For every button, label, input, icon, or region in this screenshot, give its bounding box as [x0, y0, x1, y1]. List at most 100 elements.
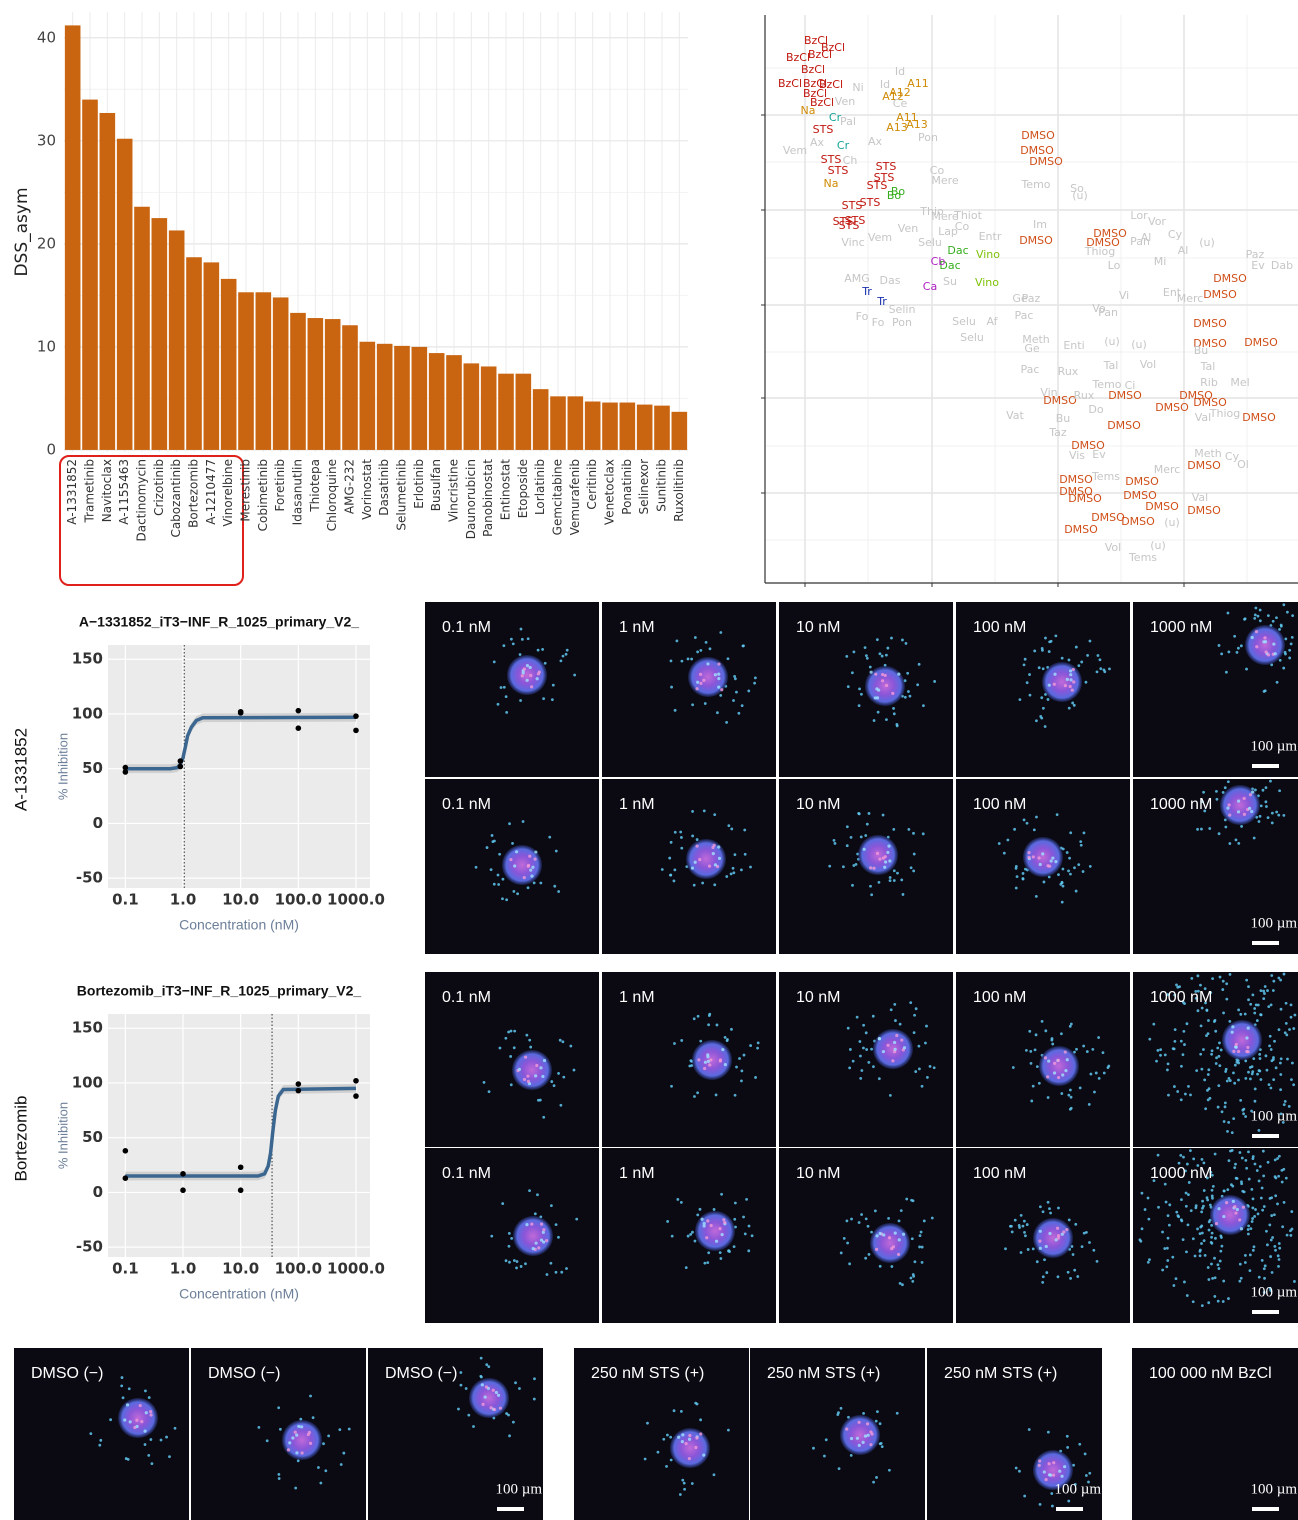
scale-bar	[1252, 941, 1279, 945]
cell	[322, 1442, 325, 1446]
cell	[839, 1406, 843, 1410]
cell	[1054, 860, 1058, 864]
cell	[1228, 1079, 1232, 1082]
cell	[919, 1230, 923, 1234]
cell	[646, 1421, 649, 1425]
cell	[541, 1074, 545, 1079]
cell	[1210, 1262, 1213, 1266]
point-label: Do	[1088, 403, 1103, 416]
cell	[884, 653, 888, 657]
cell	[690, 1482, 694, 1485]
cell	[914, 1007, 918, 1011]
cell	[1261, 1149, 1265, 1153]
cell	[917, 1044, 921, 1048]
cell	[536, 1098, 540, 1102]
cell	[857, 1443, 861, 1447]
point-label: DMSO	[1193, 317, 1227, 330]
cell	[1279, 1112, 1283, 1116]
cell	[1168, 1203, 1172, 1207]
cell	[525, 678, 529, 682]
cell	[690, 657, 694, 661]
x-tick-label: 0.1	[112, 1260, 139, 1278]
cell	[711, 845, 715, 850]
cell	[165, 1435, 168, 1439]
cell	[1052, 682, 1056, 686]
cell	[459, 1383, 463, 1387]
cell	[1216, 1046, 1220, 1050]
bar	[290, 312, 306, 450]
cell	[1251, 1217, 1254, 1220]
cell	[734, 1225, 737, 1229]
cell	[1199, 1024, 1203, 1028]
cell	[845, 654, 849, 658]
cell	[1041, 1275, 1045, 1279]
cell-spheroid	[118, 1398, 158, 1438]
y-tick-label: -50	[76, 869, 103, 887]
cell	[916, 683, 920, 687]
cell	[1022, 818, 1026, 822]
cell	[1227, 1297, 1230, 1300]
cell	[1210, 1231, 1214, 1235]
cell	[1206, 1073, 1210, 1076]
cell	[1025, 821, 1029, 825]
point-label: DMSO	[1213, 272, 1247, 285]
cell	[1004, 1247, 1007, 1251]
cell	[1025, 1223, 1029, 1226]
tile-label: 100 000 nM BzCl	[1149, 1365, 1272, 1382]
cell	[1243, 1261, 1247, 1264]
cell	[541, 648, 545, 651]
cell	[1164, 1200, 1168, 1204]
cell	[703, 1066, 707, 1071]
cell	[706, 1261, 710, 1264]
tile-label: 1 nM	[619, 989, 655, 1006]
cell	[713, 813, 717, 817]
x-tick-label: Bortezomib	[187, 459, 201, 528]
cell	[865, 656, 869, 660]
cell	[529, 673, 533, 678]
cell	[1227, 1159, 1231, 1163]
cell	[511, 841, 514, 845]
x-tick-label: A-1210477	[204, 459, 218, 525]
cell	[1159, 1053, 1162, 1057]
cell	[1055, 813, 1059, 817]
cell	[848, 1048, 852, 1051]
cell	[1207, 1301, 1211, 1305]
cell	[1217, 1207, 1221, 1211]
image-tile	[425, 972, 599, 1147]
point-label: Su	[943, 275, 957, 288]
point-label: Tr	[876, 295, 887, 308]
cell-spheroid	[1245, 625, 1285, 665]
bar	[602, 402, 618, 450]
point-label: DMSO	[1193, 337, 1227, 350]
cell	[573, 673, 577, 677]
cell	[575, 1217, 579, 1221]
cell	[837, 1411, 840, 1415]
point-label: Vino	[975, 276, 999, 289]
data-point	[353, 713, 359, 719]
cell	[930, 1216, 934, 1220]
cell	[479, 1375, 483, 1379]
cell	[517, 1067, 521, 1071]
cell	[702, 809, 706, 813]
cell	[733, 1217, 737, 1221]
cell	[932, 1066, 936, 1070]
bar	[515, 373, 532, 450]
cell	[1041, 852, 1045, 856]
point-label: Thiog	[1084, 245, 1115, 258]
cell	[1049, 859, 1053, 863]
cell	[901, 638, 904, 642]
cell	[534, 850, 538, 854]
cell	[1167, 1093, 1170, 1097]
x-tick-label: Vinorelbine	[221, 459, 235, 527]
cell	[1038, 1239, 1042, 1243]
tile-label: 1000 nM	[1150, 796, 1212, 813]
cell	[1277, 976, 1281, 980]
cell	[1205, 1176, 1209, 1180]
point-label: Ven	[835, 95, 855, 108]
cell	[1183, 1092, 1187, 1096]
cell	[1163, 1053, 1167, 1057]
cell	[1051, 856, 1055, 860]
cell	[722, 1218, 726, 1222]
tile-label: 250 nM STS (+)	[944, 1365, 1057, 1382]
cell	[887, 1236, 892, 1240]
